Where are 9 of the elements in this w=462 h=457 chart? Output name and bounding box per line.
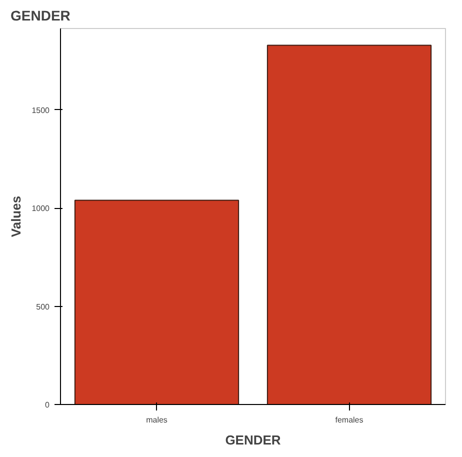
x-axis-title: GENDER <box>225 432 282 448</box>
y-tick-label: 1500 <box>32 106 50 115</box>
y-tick-label: 1000 <box>32 204 50 214</box>
y-axis-title: Values <box>8 196 24 238</box>
chart-title: GENDER <box>10 8 70 24</box>
x-tick-label: males <box>146 416 168 424</box>
y-tick-label: 500 <box>36 302 50 312</box>
x-tick-label: females <box>335 416 364 424</box>
y-tick-label: 0 <box>45 400 50 410</box>
